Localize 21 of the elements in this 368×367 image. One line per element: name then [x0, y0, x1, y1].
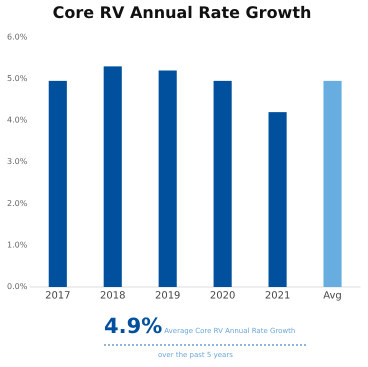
bar — [158, 70, 177, 287]
x-tick-label: 2020 — [210, 290, 236, 302]
bar — [323, 80, 342, 287]
y-tick-label: 0.0% — [6, 282, 28, 292]
x-tick-label: 2018 — [100, 290, 126, 302]
text: 4.9% — [104, 314, 162, 338]
y-tick-label: 1.0% — [6, 240, 28, 250]
bar — [214, 80, 232, 287]
y-tick-label: 4.0% — [6, 116, 28, 125]
bar — [104, 66, 122, 287]
x-tick-label: 2017 — [45, 290, 71, 302]
bar — [48, 80, 67, 287]
x-tick-label: 2021 — [264, 290, 290, 302]
y-tick-label: 2.0% — [6, 198, 28, 208]
y-tick-label: 6.0% — [6, 32, 28, 42]
x-tick-label: Avg — [323, 290, 342, 302]
chart-title: Core RV Annual Rate Growth — [52, 2, 312, 22]
x-tick-label: 2019 — [154, 290, 180, 302]
bar — [268, 112, 287, 287]
y-tick-label: 5.0% — [6, 74, 28, 83]
y-tick-label: 3.0% — [6, 157, 28, 166]
